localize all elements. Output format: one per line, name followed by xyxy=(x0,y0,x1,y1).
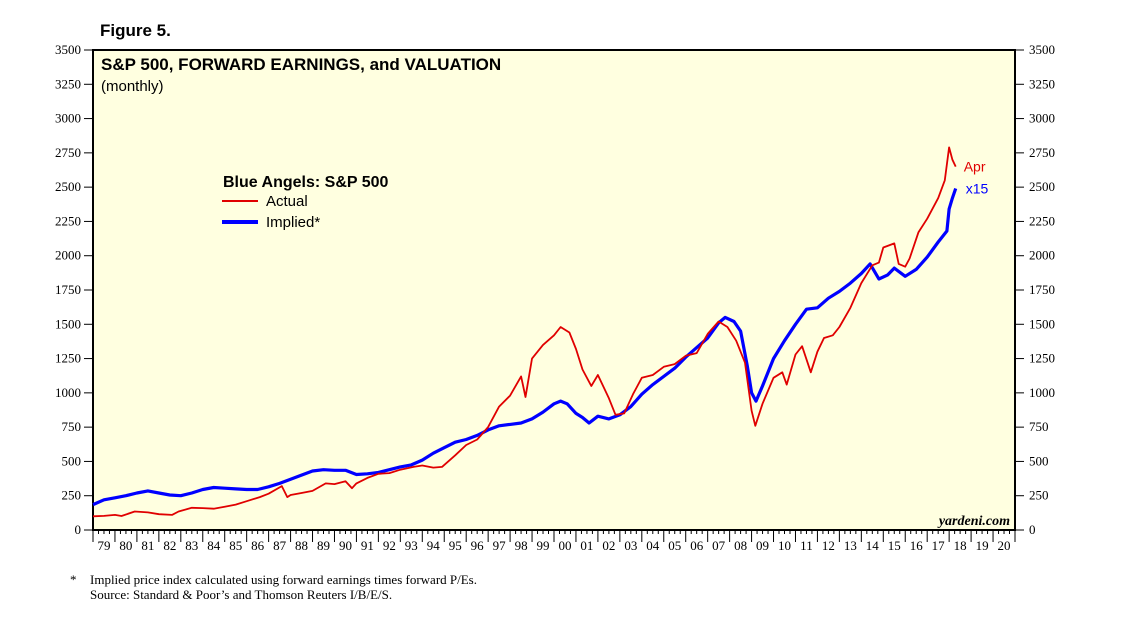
x-tick-label: 07 xyxy=(712,538,726,553)
y-tick-label-right: 2250 xyxy=(1029,213,1055,228)
right-y-axis: 0 250 500 750 1000 1250 1500 1750 2000 2250 2500 27… xyxy=(1015,42,1055,537)
y-tick-label-right: 250 xyxy=(1029,488,1049,503)
x-tick-label: 93 xyxy=(405,538,418,553)
x-tick-label: 98 xyxy=(515,538,528,553)
y-tick-label-right: 2750 xyxy=(1029,145,1055,160)
figure-label: Figure 5. xyxy=(100,21,171,40)
x-tick-label: 20 xyxy=(998,538,1011,553)
footnote-line1: Implied price index calculated using for… xyxy=(90,572,477,587)
x-tick-label: 85 xyxy=(229,538,242,553)
footnote: * Implied price index calculated using fo… xyxy=(70,572,477,602)
y-tick-label-right: 3000 xyxy=(1029,111,1055,126)
x-tick-label: 03 xyxy=(624,538,637,553)
x-tick-label: 04 xyxy=(646,538,660,553)
x-tick-label: 97 xyxy=(493,538,507,553)
x-tick-label: 90 xyxy=(339,538,352,553)
y-tick-label-right: 2000 xyxy=(1029,248,1055,263)
series-end-label-implied: x15 xyxy=(966,181,989,197)
x-tick-label: 10 xyxy=(778,538,791,553)
x-tick-label: 82 xyxy=(163,538,176,553)
legend-label-actual: Actual xyxy=(266,193,308,210)
x-tick-label: 13 xyxy=(844,538,857,553)
x-tick-label: 95 xyxy=(449,538,462,553)
x-tick-label: 16 xyxy=(910,538,924,553)
x-tick-label: 91 xyxy=(361,538,374,553)
y-tick-label-left: 3250 xyxy=(55,76,81,91)
series-line-actual xyxy=(92,146,957,518)
x-tick-label: 99 xyxy=(537,538,550,553)
x-tick-label: 88 xyxy=(295,538,308,553)
series-end-label-actual: Apr xyxy=(964,159,986,175)
y-tick-label-left: 1250 xyxy=(55,351,81,366)
x-tick-label: 11 xyxy=(800,538,813,553)
left-y-axis: 0 250 500 750 1000 1250 1500 1750 2000 2250 2500 27… xyxy=(55,42,93,537)
x-tick-label: 86 xyxy=(251,538,265,553)
x-tick-label: 96 xyxy=(471,538,485,553)
y-tick-label-left: 2750 xyxy=(55,145,81,160)
x-tick-label: 09 xyxy=(756,538,769,553)
x-tick-label: 01 xyxy=(580,538,593,553)
x-tick-label: 83 xyxy=(185,538,198,553)
legend-label-implied: Implied* xyxy=(266,214,320,231)
x-tick-label: 02 xyxy=(602,538,615,553)
plot-area xyxy=(92,49,1016,531)
x-axis: 79 80 81 82 83 84 85 86 87 88 89 90 91 92 93 94 95 96 97 98… xyxy=(92,530,1016,553)
y-tick-label-right: 1000 xyxy=(1029,385,1055,400)
x-tick-label: 19 xyxy=(976,538,989,553)
y-tick-label-left: 3000 xyxy=(55,111,81,126)
y-tick-label-left: 250 xyxy=(62,488,82,503)
chart-title: S&P 500, FORWARD EARNINGS, and VALUATION xyxy=(101,55,501,74)
x-tick-label: 89 xyxy=(317,538,330,553)
x-tick-label: 79 xyxy=(97,538,110,553)
y-tick-label-right: 3500 xyxy=(1029,42,1055,57)
y-tick-label-right: 1250 xyxy=(1029,351,1055,366)
x-tick-label: 94 xyxy=(427,538,441,553)
y-tick-label-left: 500 xyxy=(62,453,82,468)
x-tick-label: 05 xyxy=(668,538,681,553)
x-tick-label: 15 xyxy=(888,538,901,553)
chart-subtitle: (monthly) xyxy=(101,78,164,95)
x-tick-label: 00 xyxy=(558,538,571,553)
x-tick-label: 17 xyxy=(932,538,946,553)
y-tick-label-left: 3500 xyxy=(55,42,81,57)
y-tick-label-right: 1750 xyxy=(1029,282,1055,297)
y-tick-label-left: 1000 xyxy=(55,385,81,400)
y-tick-label-right: 1500 xyxy=(1029,316,1055,331)
x-tick-label: 87 xyxy=(273,538,287,553)
y-tick-label-right: 2500 xyxy=(1029,179,1055,194)
x-tick-label: 12 xyxy=(822,538,835,553)
y-tick-label-left: 750 xyxy=(62,419,82,434)
legend-title: Blue Angels: S&P 500 xyxy=(223,174,388,191)
x-tick-label: 80 xyxy=(119,538,132,553)
y-tick-label-right: 500 xyxy=(1029,453,1049,468)
y-tick-label-right: 750 xyxy=(1029,419,1049,434)
x-tick-label: 81 xyxy=(141,538,154,553)
watermark: yardeni.com xyxy=(937,514,1010,529)
y-tick-label-right: 3250 xyxy=(1029,76,1055,91)
series-line-implied xyxy=(92,187,958,507)
series-group: Apr x15 xyxy=(92,146,989,518)
y-tick-label-right: 0 xyxy=(1029,522,1036,537)
y-tick-label-left: 1750 xyxy=(55,282,81,297)
x-tick-label: 06 xyxy=(690,538,704,553)
y-tick-label-left: 2250 xyxy=(55,213,81,228)
footnote-star: * xyxy=(70,572,77,587)
y-tick-label-left: 0 xyxy=(75,522,82,537)
y-tick-label-left: 1500 xyxy=(55,316,81,331)
x-tick-label: 84 xyxy=(207,538,221,553)
x-tick-label: 08 xyxy=(734,538,747,553)
x-tick-label: 18 xyxy=(954,538,967,553)
x-tick-label: 14 xyxy=(866,538,880,553)
x-tick-label: 92 xyxy=(383,538,396,553)
legend: Blue Angels: S&P 500 Actual Implied* xyxy=(222,174,388,231)
y-tick-label-left: 2000 xyxy=(55,248,81,263)
footnote-line2: Source: Standard & Poor’s and Thomson Re… xyxy=(90,587,393,602)
y-tick-label-left: 2500 xyxy=(55,179,81,194)
